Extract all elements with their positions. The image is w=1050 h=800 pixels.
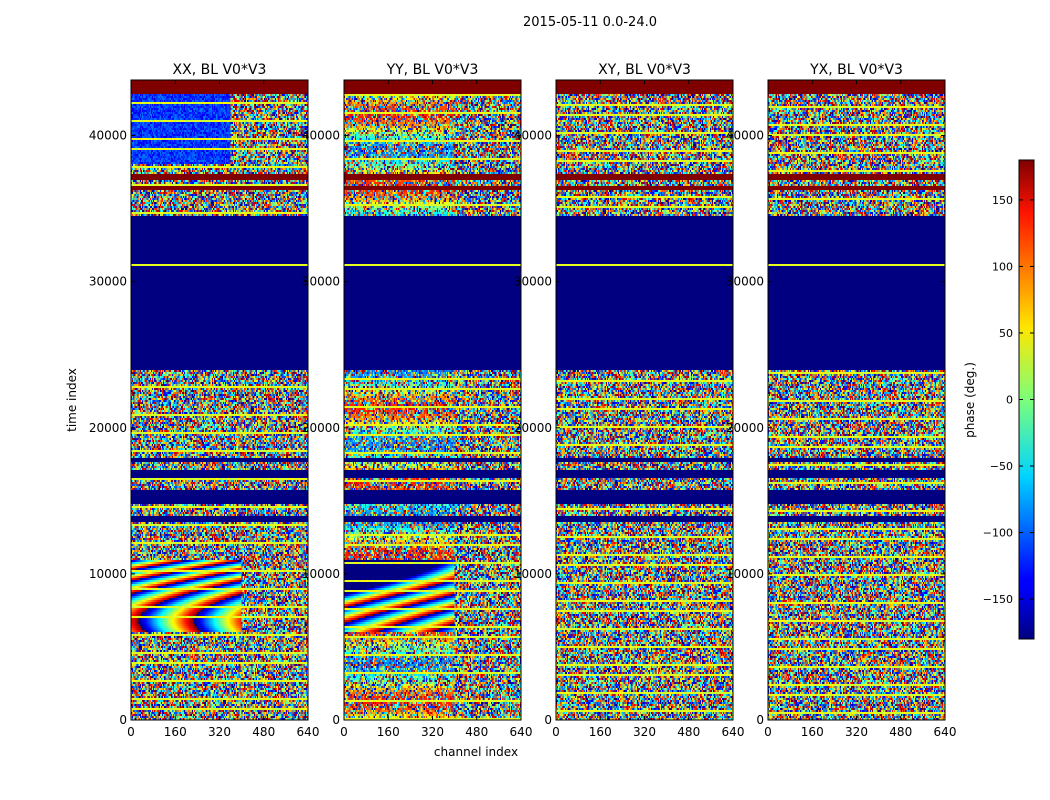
panel-3: YX, BL V0*V3 0 160 320 480 640 0 10000 20000 3000…: [726, 62, 957, 739]
y-tick-label-2-0: 0: [544, 713, 552, 727]
y-tick-label-2-4: 40000: [514, 129, 552, 143]
figure-title: 2015-05-11 0.0-24.0: [523, 15, 657, 30]
y-tick-label-2-2: 20000: [514, 421, 552, 435]
panel-2: XY, BL V0*V3 0 160 320 480 640 0 10000 20000 3000…: [514, 62, 745, 739]
x-tick-label-3-2: 320: [845, 725, 868, 739]
colorbar: −150 −100 −50 0 50 100 150 phase (deg.): [963, 159, 1035, 640]
panel-0: XX, BL V0*V3 0 160 320 480 640 0 10000 20000 3000…: [89, 62, 320, 739]
cbar-tick-label-1: −100: [983, 527, 1013, 540]
panel-title-3: YX, BL V0*V3: [809, 62, 903, 78]
y-tick-label-3-3: 30000: [726, 275, 764, 289]
y-tick-label-0-0: 0: [119, 713, 127, 727]
x-axis-label: channel index: [434, 745, 518, 759]
y-tick-label-3-2: 20000: [726, 421, 764, 435]
x-tick-label-1-2: 320: [421, 725, 444, 739]
y-axis-label: time index: [65, 368, 79, 432]
x-tick-label-1-1: 160: [377, 725, 400, 739]
x-tick-label-0-2: 320: [208, 725, 231, 739]
x-tick-label-0-4: 640: [297, 725, 320, 739]
y-tick-label-1-4: 40000: [302, 129, 340, 143]
cbar-tick-label-4: 50: [999, 327, 1013, 340]
y-tick-label-2-1: 10000: [514, 567, 552, 581]
y-tick-label-3-4: 40000: [726, 129, 764, 143]
x-tick-label-2-1: 160: [589, 725, 612, 739]
x-tick-label-1-0: 0: [340, 725, 348, 739]
y-tick-label-1-0: 0: [332, 713, 340, 727]
y-tick-label-1-3: 30000: [302, 275, 340, 289]
panel-title-2: XY, BL V0*V3: [598, 62, 691, 78]
cbar-tick-label-3: 0: [1006, 394, 1013, 407]
cbar-tick-label-2: −50: [990, 460, 1013, 473]
panel-title-0: XX, BL V0*V3: [173, 62, 267, 78]
cbar-tick-label-0: −150: [983, 593, 1013, 606]
x-tick-label-0-3: 480: [252, 725, 275, 739]
y-tick-label-0-3: 30000: [89, 275, 127, 289]
heatmap-image-3: [768, 80, 945, 720]
colorbar-ticks: −150 −100 −50 0 50 100 150: [983, 194, 1034, 606]
x-tick-label-3-1: 160: [801, 725, 824, 739]
x-tick-label-2-0: 0: [552, 725, 560, 739]
y-tick-label-1-2: 20000: [302, 421, 340, 435]
x-tick-label-2-4: 640: [722, 725, 745, 739]
heatmap-image-0: [131, 80, 308, 720]
cbar-tick-label-6: 150: [992, 194, 1013, 207]
y-tick-label-3-0: 0: [756, 713, 764, 727]
panel-1: YY, BL V0*V3 0 160 320 480 640 0 10000 20000 3000…: [302, 62, 533, 739]
x-tick-label-2-2: 320: [633, 725, 656, 739]
y-tick-label-3-1: 10000: [726, 567, 764, 581]
y-tick-label-0-2: 20000: [89, 421, 127, 435]
x-tick-label-0-1: 160: [164, 725, 187, 739]
x-tick-label-2-3: 480: [677, 725, 700, 739]
x-tick-label-0-0: 0: [127, 725, 135, 739]
panel-title-1: YY, BL V0*V3: [386, 62, 479, 78]
heatmap-image-2: [556, 80, 733, 720]
y-tick-label-1-1: 10000: [302, 567, 340, 581]
y-tick-label-2-3: 30000: [514, 275, 552, 289]
cbar-tick-label-5: 100: [992, 260, 1013, 273]
x-tick-label-1-4: 640: [510, 725, 533, 739]
x-tick-label-3-0: 0: [764, 725, 772, 739]
y-tick-label-0-4: 40000: [89, 129, 127, 143]
x-tick-label-3-4: 640: [934, 725, 957, 739]
colorbar-label: phase (deg.): [963, 362, 977, 438]
y-tick-label-0-1: 10000: [89, 567, 127, 581]
x-tick-label-3-3: 480: [889, 725, 912, 739]
panels: XX, BL V0*V3 0 160 320 480 640 0 10000 20000 3000…: [89, 62, 957, 739]
x-tick-label-1-3: 480: [465, 725, 488, 739]
heatmap-image-1: [344, 80, 521, 720]
